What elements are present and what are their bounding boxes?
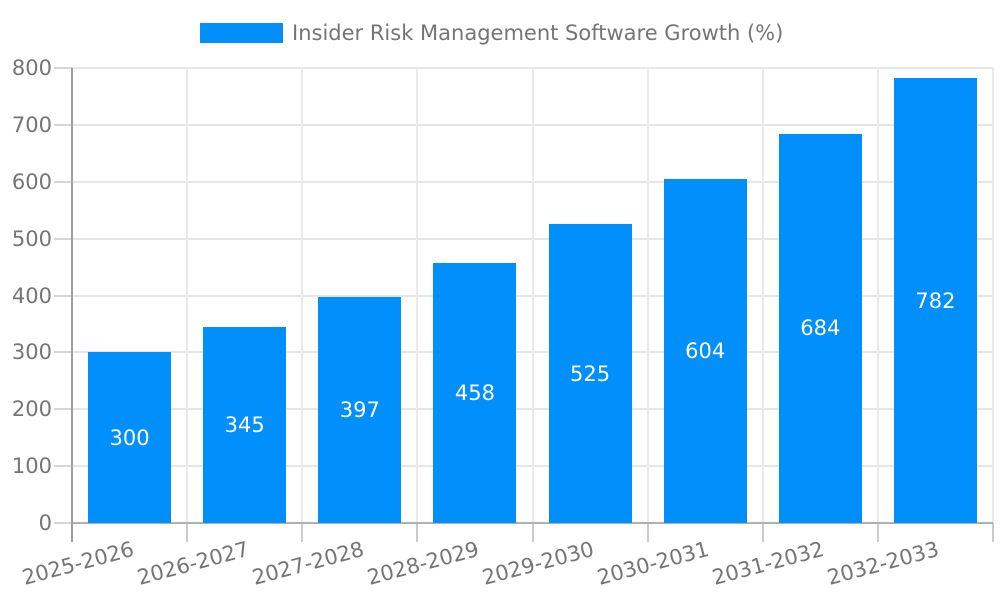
y-tick xyxy=(54,123,72,126)
x-tick xyxy=(531,523,534,542)
y-tick-label: 500 xyxy=(11,226,52,251)
y-tick xyxy=(54,351,72,354)
bar-value-label: 525 xyxy=(570,361,611,386)
y-tick xyxy=(54,67,72,69)
legend-swatch xyxy=(200,23,283,43)
bar-value-label: 458 xyxy=(454,380,495,405)
y-tick-label: 300 xyxy=(11,340,52,365)
gridline-v xyxy=(186,68,189,523)
bar[interactable] xyxy=(88,352,172,523)
gridline-v xyxy=(992,68,994,523)
x-tick xyxy=(876,523,879,542)
y-tick xyxy=(54,522,72,524)
bar-value-label: 782 xyxy=(915,288,956,313)
gridline-v xyxy=(531,68,534,523)
y-tick-label: 700 xyxy=(11,112,52,137)
bar[interactable] xyxy=(778,133,862,523)
x-tick xyxy=(416,523,419,542)
legend-item[interactable]: Insider Risk Management Software Growth … xyxy=(200,21,783,45)
x-tick xyxy=(992,523,994,542)
bar[interactable] xyxy=(318,297,402,523)
bar[interactable] xyxy=(893,78,977,523)
y-tick xyxy=(54,465,72,468)
y-tick-label: 200 xyxy=(11,397,52,422)
y-tick-label: 400 xyxy=(11,283,52,308)
gridline-v xyxy=(416,68,419,523)
gridline-v xyxy=(761,68,764,523)
bar[interactable] xyxy=(663,179,747,523)
y-tick-label: 100 xyxy=(11,454,52,479)
gridline-v xyxy=(646,68,649,523)
x-axis-line xyxy=(72,522,993,524)
x-tick xyxy=(186,523,189,542)
bar[interactable] xyxy=(548,224,632,523)
legend-label: Insider Risk Management Software Growth … xyxy=(292,21,784,45)
bar-value-label: 684 xyxy=(800,316,841,341)
gridline-v xyxy=(301,68,304,523)
bar-value-label: 397 xyxy=(339,398,380,423)
gridline-v xyxy=(876,68,879,523)
y-tick xyxy=(54,237,72,240)
y-tick-label: 600 xyxy=(11,169,52,194)
y-tick-label: 0 xyxy=(38,511,52,535)
bar-value-label: 345 xyxy=(224,412,265,437)
y-tick xyxy=(54,180,72,183)
x-tick xyxy=(646,523,649,542)
y-axis-line xyxy=(71,68,73,542)
y-tick xyxy=(54,408,72,411)
x-tick xyxy=(301,523,304,542)
bar[interactable] xyxy=(203,326,287,523)
bar-value-label: 300 xyxy=(109,425,150,450)
x-tick xyxy=(761,523,764,542)
bar[interactable] xyxy=(433,262,517,523)
bar-value-label: 604 xyxy=(685,339,726,364)
y-tick xyxy=(54,294,72,297)
y-tick-label: 800 xyxy=(11,56,52,80)
